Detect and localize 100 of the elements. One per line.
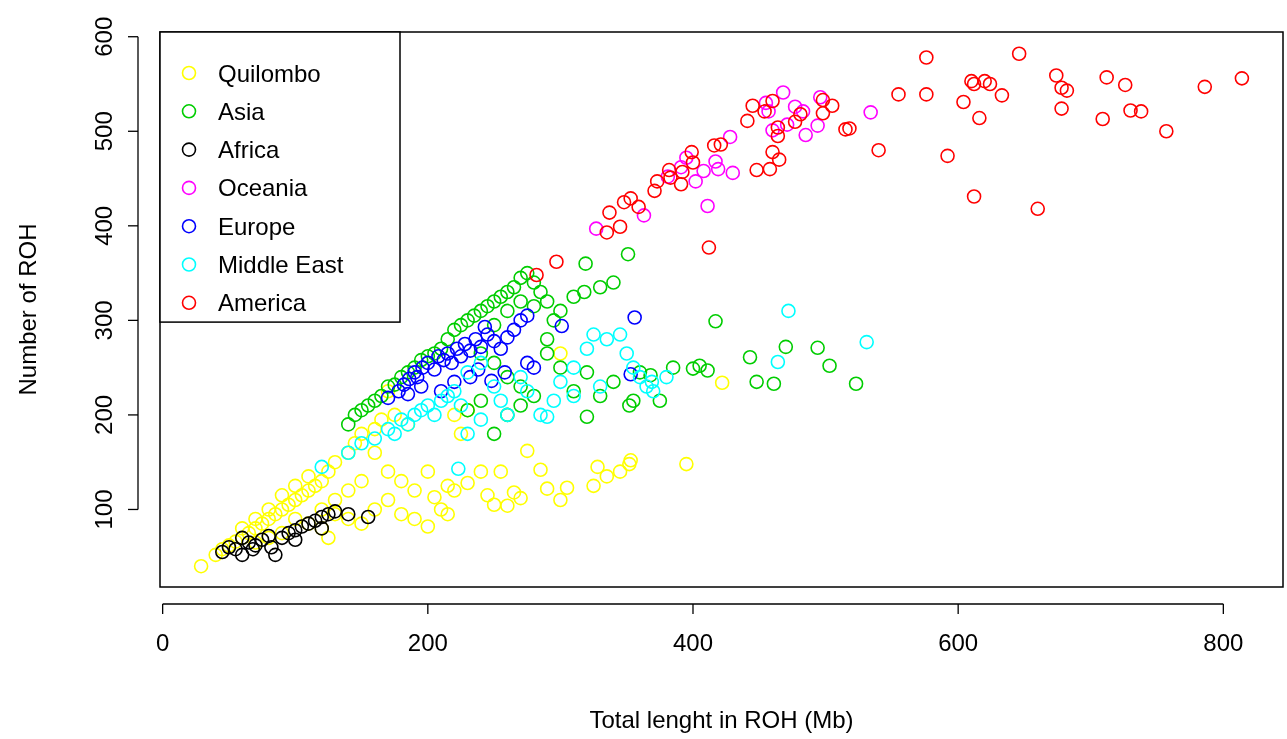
point <box>592 379 608 394</box>
point <box>612 327 628 342</box>
point <box>859 334 874 350</box>
x-tick-label: 0 <box>155 629 170 656</box>
point <box>314 509 330 525</box>
point <box>710 161 726 177</box>
point <box>462 369 478 385</box>
point <box>453 398 469 413</box>
point <box>241 535 257 550</box>
point <box>367 431 383 446</box>
point <box>700 198 715 214</box>
y-tick-label: 500 <box>90 111 117 152</box>
y-tick-label: 300 <box>90 300 117 341</box>
point <box>420 355 436 371</box>
point <box>644 374 660 390</box>
point <box>627 310 642 325</box>
point <box>413 379 429 394</box>
point <box>433 393 449 409</box>
point <box>401 371 417 387</box>
point <box>444 355 459 371</box>
y-tick-label: 100 <box>90 489 117 530</box>
point <box>486 379 502 394</box>
legend-label: Oceania <box>218 174 309 202</box>
point <box>396 377 412 392</box>
point <box>234 547 250 563</box>
point <box>626 360 641 375</box>
point <box>775 85 791 100</box>
x-tick-label: 200 <box>407 629 448 656</box>
point <box>440 346 456 361</box>
point <box>526 360 542 375</box>
point <box>484 373 499 389</box>
point <box>228 541 243 557</box>
point <box>314 459 330 475</box>
point <box>287 522 303 538</box>
x-tick-label: 400 <box>672 629 714 656</box>
point <box>453 349 469 364</box>
point <box>407 407 422 423</box>
point <box>513 313 528 328</box>
point <box>761 104 776 119</box>
point <box>506 322 522 338</box>
point <box>519 308 535 323</box>
point <box>427 407 442 423</box>
point <box>391 383 406 399</box>
point <box>245 541 261 557</box>
point <box>519 355 535 371</box>
point <box>473 339 489 355</box>
point <box>553 374 568 390</box>
point <box>427 362 442 377</box>
point <box>619 346 634 361</box>
point <box>477 319 493 335</box>
point <box>360 509 376 525</box>
point <box>468 331 483 347</box>
point <box>586 327 601 342</box>
legend-label: Middle East <box>218 251 344 278</box>
point <box>400 386 416 402</box>
point <box>722 129 738 145</box>
point <box>321 506 336 522</box>
point <box>673 159 689 175</box>
point <box>765 123 780 138</box>
y-tick-label: 600 <box>90 16 117 57</box>
point <box>268 547 283 563</box>
legend-label: Africa <box>218 136 280 164</box>
point <box>415 360 430 375</box>
point <box>380 390 396 406</box>
point <box>264 539 279 555</box>
point <box>546 393 562 409</box>
point <box>497 365 513 380</box>
point <box>519 383 535 399</box>
point <box>599 331 615 347</box>
point <box>447 383 462 399</box>
legend-label: Europe <box>218 212 296 240</box>
legend-label: Asia <box>218 97 266 125</box>
point <box>566 360 581 375</box>
point <box>493 393 509 409</box>
point <box>708 154 723 169</box>
point <box>413 402 429 418</box>
x-axis-title: Total lenght in ROH (Mb) <box>589 706 854 733</box>
x-tick-label: 800 <box>1203 629 1244 656</box>
point <box>440 388 456 404</box>
point <box>533 407 548 423</box>
point <box>579 341 595 357</box>
point <box>447 374 462 390</box>
point <box>566 388 581 404</box>
point <box>407 365 422 380</box>
point <box>394 412 409 427</box>
point <box>588 221 604 236</box>
point <box>457 336 473 352</box>
point <box>493 341 509 357</box>
point <box>307 513 323 529</box>
point <box>639 379 654 394</box>
point <box>770 354 786 370</box>
point <box>451 461 466 477</box>
point <box>787 99 803 114</box>
point <box>470 362 486 377</box>
point <box>636 208 652 223</box>
point <box>500 330 515 345</box>
point <box>462 343 478 358</box>
y-tick-label: 200 <box>90 394 117 435</box>
point <box>539 409 555 425</box>
point <box>340 506 356 522</box>
